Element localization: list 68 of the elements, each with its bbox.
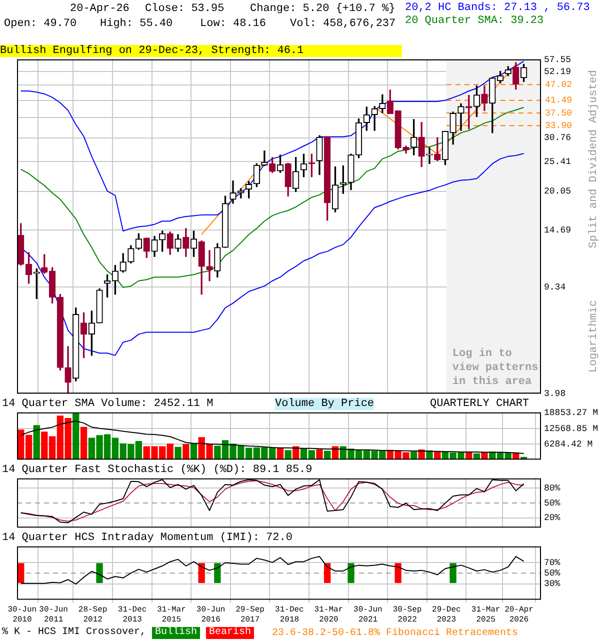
chart-title: 14 Quarter HCS Intraday Momentum (IMI): 72.0 [2,532,292,544]
text: Logarithmic [588,300,600,373]
ref-line-label: 37.50 [545,108,572,118]
bar [316,449,323,460]
chart-title: 14 Quarter SMA Volume: 2452.11 M [2,398,214,410]
x-tick-label: 28-Sep 2012 [78,606,108,624]
candlestick [426,147,433,164]
text: Low: 48.16 [200,18,266,30]
x-tick-label: 31-Mar 2020 [314,606,344,624]
text: 20-Apr-26 [70,3,130,15]
y-tick-label: 20% [544,513,561,524]
y-tick-label: 25.41 [544,157,572,168]
y-tick-label: 14.69 [544,226,572,236]
text: QUARTERLY CHART [430,398,530,410]
y-tick-label: 9.34 [544,282,566,292]
text: Bearish [206,627,254,639]
text: Change: 5.20 {+10.7 %} [250,3,396,15]
bar [72,413,80,460]
chart-subtitle: Bullish Engulfing on 29-Dec-23, Strength: 46.1 [0,45,402,57]
x-tick-label: 31-Dec 2013 [118,606,147,624]
bar [80,426,88,460]
text: Vol: 458,676,237 [290,18,396,30]
text: High: 55.40 [100,18,173,30]
x-tick-label: 31-Mar 2015 [157,606,186,624]
text: Bullish [152,627,200,639]
text: Open: 49.70 [4,18,77,30]
ref-line-label: 47.02 [545,80,572,90]
bar [33,425,40,460]
y-tick-label: 57.55 [544,54,572,65]
ref-line-label: 41.49 [545,96,572,106]
x-tick-label: 29-Dec 2023 [432,606,462,624]
bar [182,444,190,460]
y-tick-label: 30% [544,579,561,590]
candlestick [371,106,378,131]
y-tick-label: 50% [544,498,561,508]
bar [284,450,292,460]
y-tick-label: 18853.27 M [544,408,598,418]
x-tick-label: 29-Sep 2017 [236,606,265,624]
x-tick-label: 31-Mar 2025 [471,606,500,624]
x-tick-label: 20-Apr 2026 [504,606,534,624]
text: Close: 53.95 [145,3,224,15]
x-tick-label: 30-Sep 2022 [392,606,422,624]
y-tick-label: 30.76 [544,133,572,144]
y-tick-label: 50% [544,568,561,578]
chart-title: 14 Quarter Fast Stochastic (%K) (%D): 89.1 85.9 [2,464,312,476]
y-tick-label: 12568.85 M [544,424,598,434]
legend-title: % K - HCS IMI Crossover, [2,627,146,639]
x-tick-label: 31-Dec 2018 [275,606,304,624]
y-tick-label: 70% [544,558,561,568]
bar [174,446,182,460]
y-tick-label: 52.19 [544,67,572,78]
y-tick-label: 80% [544,484,561,494]
text: Volume By Price [275,398,374,410]
y-tick-label: 6284.42 M [544,439,593,450]
y-tick-label: 3.98 [544,388,566,399]
y-tick-label: 20.05 [544,186,572,197]
candlestick [206,250,213,282]
band-label: Log in to view patterns in this area [452,348,538,388]
candlestick [238,188,244,198]
text: 23.6-38.2-50-61.8% Fibonacci Retracements [272,628,518,640]
text: 20 Quarter SMA: 39.23 [405,15,545,27]
x-tick-label: 30-Jun 2010 [8,606,37,624]
text: 20,2 HC Bands: 27.13 , 56.73 [405,2,590,14]
x-tick-label: 30-Jun 2011 [39,606,68,624]
ref-line-label: 33.90 [545,121,572,131]
x-tick-label: 30-Jun 2016 [196,606,226,624]
y-axis-title: Split and Dividend Adjusted [588,70,600,248]
x-tick-label: 30-Jun 2021 [354,606,383,624]
